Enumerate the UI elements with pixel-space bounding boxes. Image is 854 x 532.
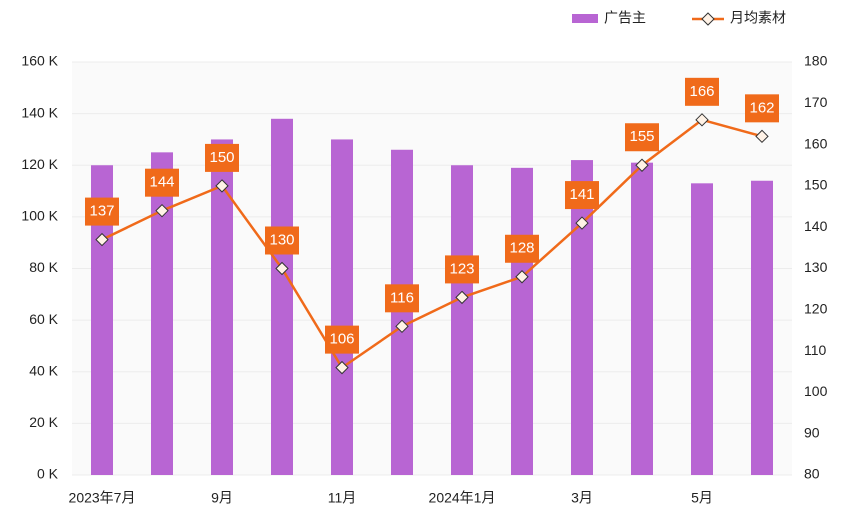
- y2-tick-label: 180: [804, 53, 828, 69]
- data-label-box: [565, 181, 599, 210]
- data-label-box: [85, 197, 119, 226]
- x-tick-label: 5月: [691, 490, 713, 506]
- y2-tick-label: 120: [804, 301, 828, 317]
- data-label: 130: [269, 231, 294, 248]
- data-label: 155: [629, 128, 654, 145]
- bar: [151, 152, 173, 475]
- line-marker: [455, 290, 469, 305]
- data-label: 162: [749, 99, 774, 116]
- legend-label: 月均素材: [730, 10, 786, 26]
- data-label-box: [385, 284, 419, 313]
- line-marker: [515, 270, 529, 284]
- data-label-box: [745, 94, 779, 123]
- data-label-box: [145, 168, 179, 197]
- y-tick-label: 100 K: [21, 208, 58, 224]
- y-tick-label: 140 K: [21, 104, 58, 120]
- y2-tick-label: 130: [804, 259, 828, 275]
- legend-swatch: [701, 12, 715, 26]
- bar: [511, 167, 533, 476]
- x-tick-label: 11月: [328, 490, 357, 506]
- data-label: 144: [149, 174, 174, 191]
- y2-tick-label: 100: [804, 383, 828, 399]
- y-tick-label: 160 K: [21, 53, 58, 69]
- y-tick-label: 40 K: [29, 362, 58, 378]
- line-marker: [215, 179, 229, 193]
- x-tick-label: 9月: [211, 490, 233, 506]
- bar: [211, 139, 233, 475]
- y-tick-label: 20 K: [29, 414, 58, 430]
- y2-tick-label: 140: [804, 218, 828, 234]
- legend-swatch: [572, 14, 598, 23]
- line-marker: [635, 158, 649, 172]
- data-label-box: [625, 123, 659, 152]
- data-label: 137: [89, 203, 114, 220]
- data-label: 166: [689, 83, 714, 100]
- y2-tick-label: 90: [804, 424, 820, 440]
- line: [101, 118, 763, 370]
- y2-tick-label: 80: [804, 466, 820, 482]
- data-label-box: [445, 255, 479, 284]
- bar: [751, 180, 773, 476]
- bar: [691, 183, 713, 475]
- line-marker: [695, 113, 709, 127]
- data-label: 106: [329, 331, 354, 348]
- bar: [271, 118, 293, 475]
- data-label: 150: [209, 149, 234, 166]
- line-marker: [95, 232, 109, 247]
- line-marker: [575, 216, 589, 230]
- data-label-box: [265, 226, 299, 255]
- y-tick-label: 80 K: [29, 259, 58, 275]
- line-marker: [395, 319, 409, 334]
- line-marker: [335, 360, 349, 375]
- y2-tick-label: 150: [804, 177, 828, 193]
- data-label: 116: [390, 289, 414, 306]
- line-marker: [755, 129, 769, 144]
- line-marker: [155, 203, 169, 218]
- bar: [451, 165, 473, 475]
- data-label-box: [685, 77, 719, 106]
- data-label: 128: [509, 240, 534, 257]
- bar: [331, 139, 353, 475]
- y-tick-label: 0 K: [37, 466, 59, 482]
- x-tick-label: 3月: [571, 490, 593, 506]
- x-tick-label: 2024年1月: [429, 490, 496, 506]
- y2-tick-label: 170: [804, 94, 828, 110]
- data-label-box: [205, 143, 239, 172]
- y2-tick-label: 110: [804, 342, 827, 358]
- data-label: 141: [569, 186, 594, 203]
- bar: [571, 160, 593, 475]
- line-marker: [275, 261, 289, 276]
- data-label-box: [325, 325, 359, 354]
- y-tick-label: 120 K: [21, 156, 58, 172]
- data-label-box: [505, 234, 539, 263]
- legend-label: 广告主: [604, 10, 646, 26]
- bar: [631, 162, 653, 475]
- x-tick-label: 2023年7月: [69, 490, 136, 506]
- data-label: 123: [449, 260, 474, 277]
- bar: [391, 149, 413, 475]
- bar: [91, 165, 113, 475]
- y2-tick-label: 160: [804, 135, 828, 151]
- y-tick-label: 60 K: [29, 311, 58, 327]
